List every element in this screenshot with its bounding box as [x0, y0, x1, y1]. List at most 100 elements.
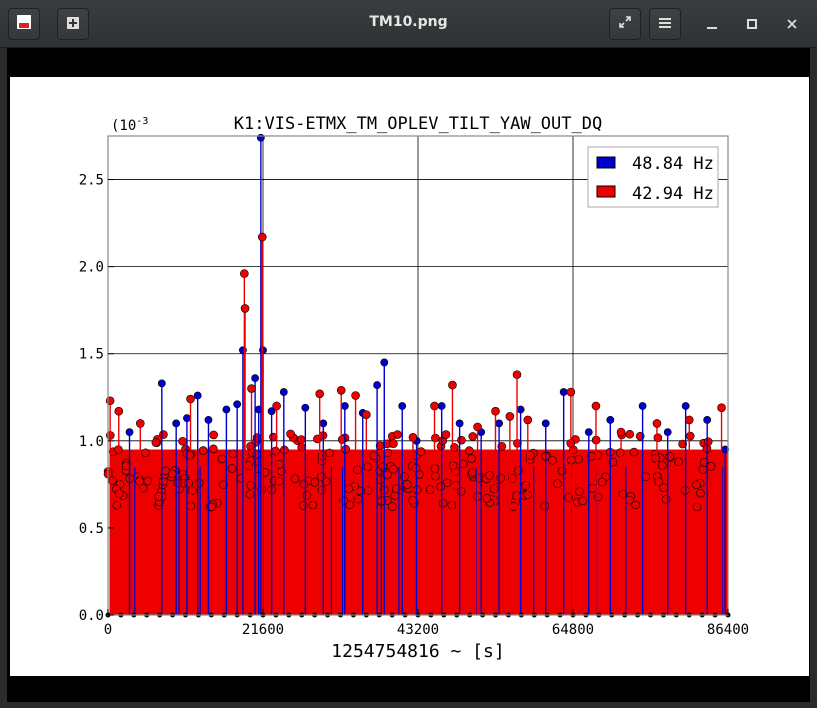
- red-series-point: [616, 427, 626, 437]
- blue-series-point: [233, 400, 242, 409]
- blue-series-point: [340, 402, 349, 410]
- blue-series-point: [267, 407, 276, 416]
- noise-point: [227, 464, 237, 473]
- noise-point: [685, 431, 695, 441]
- noise-point: [217, 454, 227, 464]
- red-series-point: [566, 387, 576, 397]
- noise-point: [625, 429, 635, 439]
- menu-button[interactable]: [649, 8, 681, 40]
- maximize-button[interactable]: [742, 14, 762, 34]
- noise-point: [345, 500, 355, 509]
- noise-point: [526, 450, 535, 460]
- window-title: TM10.png: [369, 14, 448, 30]
- noise-point: [654, 477, 664, 487]
- noise-point: [369, 451, 379, 461]
- noise-point: [641, 472, 651, 482]
- y-exponent-label: (10-3: [111, 116, 148, 134]
- red-series-point: [717, 403, 726, 413]
- minimize-button[interactable]: [702, 14, 722, 34]
- noise-point: [296, 435, 306, 444]
- blue-series-point: [681, 402, 690, 410]
- blue-series-point: [259, 346, 267, 355]
- red-series-point: [684, 415, 694, 425]
- red-series-point: [448, 380, 457, 390]
- noise-point: [185, 450, 195, 460]
- blue-series-point: [559, 388, 568, 396]
- new-tab-button[interactable]: [57, 8, 89, 40]
- noise-point: [497, 442, 507, 451]
- red-series-point: [105, 396, 115, 406]
- blue-series-point: [703, 416, 712, 424]
- red-series-point: [473, 422, 482, 432]
- noise-point: [588, 484, 597, 493]
- noise-point: [457, 435, 466, 445]
- red-series-point: [186, 394, 195, 404]
- noise-point: [436, 482, 446, 491]
- minimize-icon: [706, 15, 718, 34]
- y-tick-label: 0.5: [79, 521, 104, 537]
- noise-point: [678, 439, 687, 449]
- red-series-point: [430, 401, 439, 411]
- blue-series-point: [222, 405, 231, 414]
- image-app-icon: [16, 14, 32, 34]
- app-icon-button[interactable]: [8, 8, 40, 40]
- close-button[interactable]: [782, 14, 802, 34]
- noise-point: [575, 487, 584, 497]
- red-series-point: [408, 433, 418, 442]
- noise-point: [194, 478, 204, 488]
- legend-label-red: 42.94 Hz: [632, 184, 714, 204]
- noise-point: [198, 446, 208, 455]
- noise-point: [665, 452, 675, 461]
- close-icon: [786, 15, 798, 34]
- noise-point: [442, 478, 452, 488]
- noise-point: [389, 439, 398, 448]
- red-series-point: [247, 384, 256, 393]
- noise-point: [209, 430, 218, 440]
- blue-series-point: [183, 414, 191, 423]
- blue-series-point: [516, 405, 525, 414]
- red-series-point: [240, 269, 249, 278]
- noise-point: [245, 489, 255, 499]
- noise-point: [553, 479, 562, 488]
- noise-point: [209, 444, 218, 454]
- x-axis-label: 1254754816 ~ [s]: [331, 641, 504, 662]
- red-series-point: [272, 401, 281, 411]
- noise-point: [699, 458, 709, 467]
- noise-point: [159, 430, 168, 439]
- noise-point: [467, 468, 477, 477]
- noise-point: [521, 481, 531, 490]
- noise-point: [344, 484, 353, 494]
- noise-point: [112, 501, 122, 510]
- red-series-point: [591, 401, 601, 411]
- noise-point: [680, 485, 690, 495]
- noise-point: [425, 485, 435, 494]
- chart-title: K1:VIS-ETMX_TM_OPLEV_TILT_YAW_OUT_DQ: [234, 114, 602, 134]
- fullscreen-button[interactable]: [609, 8, 641, 40]
- red-series-point: [257, 232, 267, 242]
- noise-point: [352, 465, 362, 475]
- noise-point: [674, 457, 683, 467]
- red-series-point: [336, 386, 346, 395]
- noise-point: [383, 448, 393, 458]
- blue-series-point: [125, 428, 134, 437]
- noise-point: [489, 484, 499, 494]
- blue-series-point: [638, 402, 647, 410]
- noise-point: [615, 448, 625, 457]
- noise-point: [161, 466, 170, 476]
- noise-point: [631, 500, 640, 510]
- noise-point: [297, 442, 306, 452]
- blue-series-point: [301, 403, 310, 412]
- noise-point: [698, 465, 708, 474]
- y-tick-label: 1.0: [79, 434, 104, 450]
- blue-series-point: [256, 133, 265, 142]
- noise-point: [178, 436, 187, 446]
- noise-point: [496, 473, 506, 483]
- noise-point: [138, 483, 148, 493]
- red-series-point: [652, 419, 662, 428]
- blue-series-point: [279, 388, 288, 396]
- blue-series-point: [373, 381, 381, 389]
- noise-point: [151, 438, 161, 447]
- noise-point: [661, 495, 671, 504]
- noise-point: [692, 502, 702, 512]
- noise-point: [578, 496, 588, 506]
